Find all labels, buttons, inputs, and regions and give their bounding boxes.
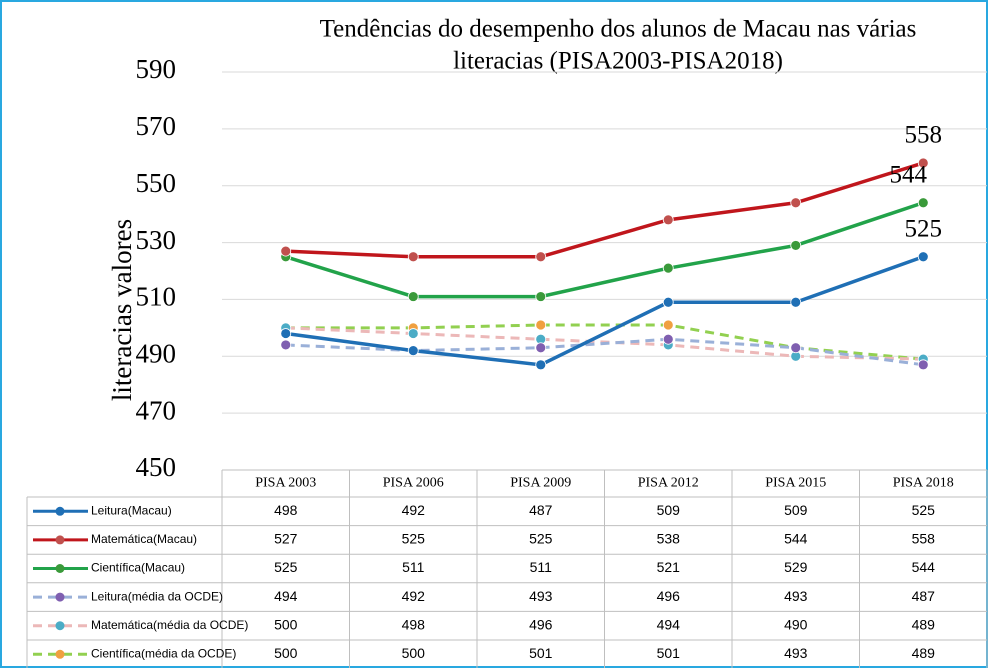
table-value: 496 — [657, 588, 681, 604]
data-point — [535, 359, 547, 371]
table-value: 492 — [402, 502, 426, 518]
table-value: 493 — [784, 645, 808, 661]
table-value: 494 — [657, 616, 681, 632]
series-line — [285, 255, 924, 367]
table-value: 544 — [912, 559, 936, 575]
table-value: 525 — [529, 531, 553, 547]
data-point — [790, 342, 802, 354]
series-line — [285, 337, 924, 367]
data-point — [407, 345, 419, 357]
table-value: 525 — [402, 531, 426, 547]
x-tick-label: PISA 2012 — [638, 476, 699, 491]
table-value: 494 — [274, 588, 298, 604]
data-point — [535, 342, 547, 354]
x-tick-label: PISA 2009 — [510, 476, 571, 491]
y-axis-label: literacias valores — [107, 219, 137, 401]
table-value: 500 — [402, 645, 426, 661]
data-point — [790, 296, 802, 308]
data-point — [535, 319, 547, 331]
table-value: 490 — [784, 616, 808, 632]
data-point — [790, 197, 802, 209]
y-tick-label: 450 — [136, 452, 177, 482]
table-value: 511 — [530, 559, 553, 575]
table-value: 489 — [912, 616, 936, 632]
legend-label: Leitura(média da OCDE) — [91, 589, 223, 603]
data-label: 544 — [890, 162, 928, 189]
chart-title: Tendências do desempenho dos alunos de M… — [320, 16, 917, 43]
table-value: 487 — [529, 502, 553, 518]
legend-label: Científica(Macau) — [91, 561, 185, 575]
legend-marker — [55, 535, 65, 545]
data-point — [407, 291, 419, 302]
x-tick-label: PISA 2006 — [383, 476, 444, 491]
y-tick-label: 550 — [136, 168, 177, 198]
data-point — [535, 291, 547, 302]
data-point — [662, 296, 674, 308]
y-tick-label: 590 — [136, 54, 177, 84]
table-value: 509 — [784, 502, 808, 518]
data-point — [917, 197, 929, 209]
data-point — [280, 245, 292, 257]
table-value: 500 — [274, 645, 298, 661]
data-point — [917, 251, 929, 263]
legend-marker — [55, 649, 65, 659]
table-value: 501 — [657, 645, 681, 661]
data-point — [917, 359, 929, 371]
y-tick-label: 490 — [136, 338, 177, 368]
legend-marker — [55, 506, 65, 516]
table-value: 489 — [912, 645, 936, 661]
y-tick-label: 530 — [136, 225, 177, 255]
legend-marker — [55, 592, 65, 602]
data-point — [662, 319, 674, 331]
table-value: 498 — [274, 502, 298, 518]
data-point — [535, 251, 547, 263]
legend-label: Científica(média da OCDE) — [91, 646, 236, 660]
legend-marker — [55, 564, 65, 573]
chart-title: literacias (PISA2003-PISA2018) — [453, 48, 783, 75]
legend-label: Matemática(média da OCDE) — [91, 618, 248, 632]
data-point — [662, 262, 674, 274]
table-value: 558 — [912, 531, 936, 547]
data-point — [280, 328, 292, 339]
table-value: 521 — [657, 559, 681, 575]
data-point — [662, 214, 674, 226]
table-value: 487 — [912, 588, 936, 604]
x-tick-label: PISA 2018 — [893, 476, 954, 491]
data-point — [662, 333, 674, 345]
table-value: 529 — [784, 559, 808, 575]
data-point — [917, 157, 929, 169]
legend-marker — [55, 621, 65, 631]
legend-label: Leitura(Macau) — [91, 503, 172, 517]
data-label: 525 — [905, 216, 943, 243]
table-value: 498 — [402, 616, 426, 632]
data-label: 558 — [905, 122, 943, 149]
table-value: 500 — [274, 616, 298, 632]
data-point — [407, 251, 419, 263]
table-value: 509 — [657, 502, 681, 518]
table-value: 538 — [657, 531, 681, 547]
data-point — [790, 240, 802, 251]
data-point — [280, 339, 292, 351]
y-tick-label: 570 — [136, 111, 177, 141]
table-value: 501 — [529, 645, 553, 661]
table-value: 544 — [784, 531, 808, 547]
legend-label: Matemática(Macau) — [91, 532, 197, 546]
table-value: 511 — [402, 559, 425, 575]
table-value: 525 — [912, 502, 936, 518]
series-line — [285, 161, 924, 259]
series-line — [285, 201, 924, 299]
table-value: 496 — [529, 616, 553, 632]
table-value: 492 — [402, 588, 426, 604]
table-value: 493 — [784, 588, 808, 604]
y-tick-label: 470 — [136, 395, 177, 425]
x-tick-label: PISA 2003 — [255, 476, 316, 491]
table-value: 527 — [274, 531, 298, 547]
table-value: 493 — [529, 588, 553, 604]
y-tick-label: 510 — [136, 282, 177, 312]
data-point — [407, 328, 419, 339]
table-value: 525 — [274, 559, 298, 575]
x-tick-label: PISA 2015 — [765, 476, 826, 491]
